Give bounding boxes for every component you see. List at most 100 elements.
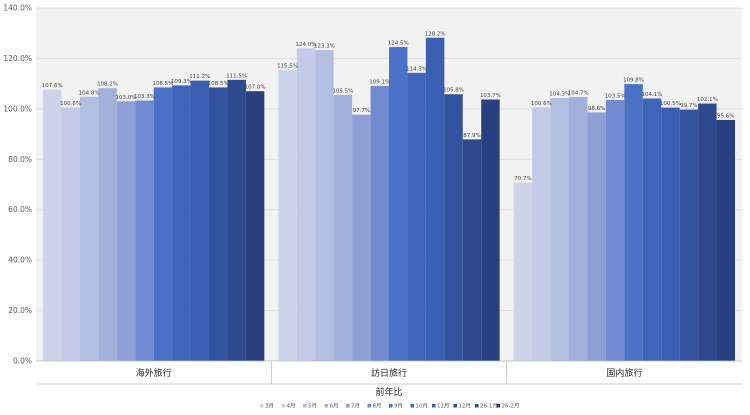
data-label: 70.7% [514,176,531,182]
legend-swatch [432,404,436,408]
legend-item: 7月 [346,403,360,410]
data-label: 97.7% [353,108,370,114]
data-label: 109.8% [623,78,644,84]
y-tick-label: 0.0% [13,357,32,366]
legend-item: 12月 [453,403,472,410]
data-label: 105.5% [332,88,353,94]
bar [227,79,246,361]
data-label: 128.2% [425,31,446,37]
bar [513,182,533,361]
bar [43,89,62,362]
data-label: 124.0% [296,42,317,48]
data-label: 123.3% [314,44,335,50]
data-label: 114.3% [406,66,427,72]
legend-swatch [346,404,350,408]
data-label: 111.5% [226,73,247,79]
legend-item: 26-2月 [496,403,519,410]
y-tick-label: 80.0% [8,155,32,164]
data-label: 102.1% [697,97,718,103]
bar [532,107,551,361]
legend-label: 4月 [287,403,296,410]
data-label: 87.9% [463,133,480,139]
data-label: 108.2% [97,82,118,88]
bar [296,48,316,361]
legend-label: 9月 [394,403,403,410]
bar [698,103,717,362]
bar [135,100,154,361]
data-label: 98.6% [588,106,605,112]
bar [550,98,569,361]
legend-swatch [367,404,371,408]
bar [642,98,662,361]
bar [278,69,297,362]
legend-item: 8月 [367,403,382,410]
data-label: 103.5% [605,94,626,100]
bar [444,94,463,362]
data-label: 111.2% [189,74,210,80]
data-label: 100.6% [60,101,81,107]
bar [153,87,173,362]
data-label: 99.7% [680,103,697,109]
data-label: 104.3% [549,92,570,98]
data-label: 100.6% [531,101,552,107]
legend-item: 6月 [324,403,339,410]
bar [624,84,643,361]
y-tick-label: 120.0% [3,54,32,63]
legend-item: 9月 [389,403,403,410]
legend-swatch [410,404,414,408]
bar [389,47,408,361]
data-label: 109.1% [369,79,390,85]
legend-swatch [475,404,479,408]
legend-label: 5月 [308,403,317,410]
y-tick-label: 40.0% [8,256,32,265]
data-label: 107.0% [245,85,266,91]
bar [190,80,209,362]
legend-swatch [324,404,328,408]
bar [569,97,588,361]
data-label: 103.7% [480,93,501,99]
data-label: 109.3% [171,79,192,85]
y-tick-label: 100.0% [3,104,32,113]
bar [209,87,228,362]
bar [333,94,353,361]
legend-swatch [389,404,393,408]
category-label: 訪日旅行 [371,367,407,379]
legend-swatch [260,404,264,408]
data-label: 108.5% [208,81,229,87]
legend-swatch [281,404,285,408]
legend-label: 7月 [351,403,360,410]
bar [172,85,191,361]
legend-label: 8月 [373,403,382,410]
bar [315,50,334,362]
bar [587,112,606,361]
legend-swatch [496,404,500,408]
legend-label: 3月 [265,403,274,410]
legend-item: 26-1月 [475,403,498,410]
y-tick-label: 60.0% [8,205,32,214]
bar [352,114,371,361]
data-label: 124.5% [388,41,409,47]
bar-series [43,37,735,362]
data-label: 115.5% [277,63,298,69]
bar [679,109,699,361]
bar [245,91,265,361]
data-label: 107.6% [42,83,63,89]
data-label: 104.7% [568,91,589,97]
legend-item: 10月 [410,403,428,410]
bar [481,99,500,361]
legend-label: 6月 [330,403,339,410]
data-label: 108.5% [152,81,173,87]
legend-label: 12月 [459,403,472,410]
y-tick-label: 20.0% [8,306,32,315]
category-label: 国内旅行 [606,367,642,379]
x-axis-categories: 海外旅行 訪日旅行 国内旅行 [136,361,642,384]
bar [716,119,735,361]
bar [661,107,680,361]
category-label: 海外旅行 [136,367,172,379]
bar [605,100,625,362]
legend-swatch [303,404,307,408]
legend-item: 5月 [303,403,317,410]
data-label: 104.1% [642,92,663,98]
bar [407,72,426,361]
